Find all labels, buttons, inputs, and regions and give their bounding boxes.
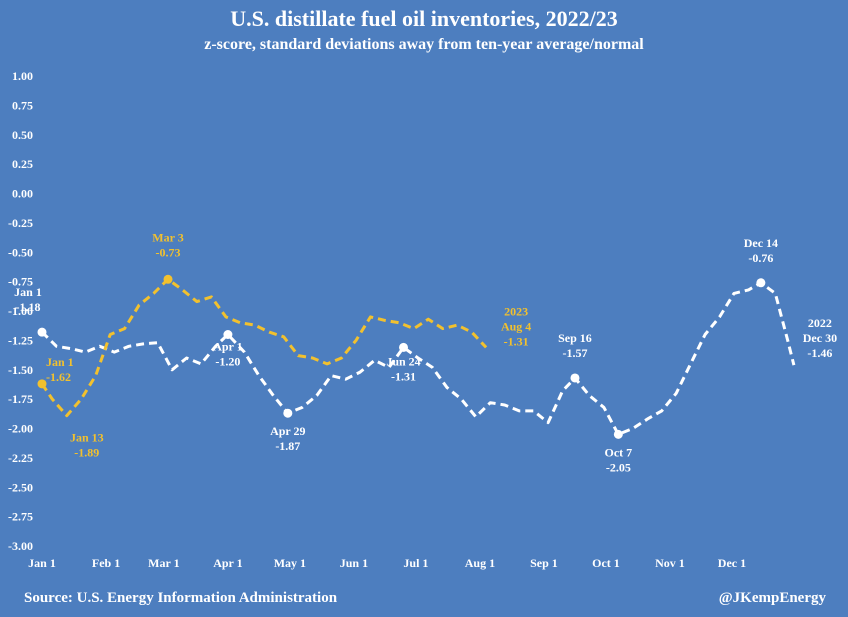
y-tick-label: -1.25 <box>8 333 33 347</box>
x-tick-label: Sep 1 <box>530 556 558 570</box>
source-note: Source: U.S. Energy Information Administ… <box>24 590 338 606</box>
y-tick-label: 0.50 <box>12 128 33 142</box>
x-tick-label: Nov 1 <box>655 556 685 570</box>
credit-handle: @JKempEnergy <box>718 590 826 606</box>
y-tick-label: -2.00 <box>8 422 33 436</box>
annotation-value_text: -1.20 <box>215 355 240 369</box>
y-tick-label: -0.25 <box>8 216 33 230</box>
x-tick-label: May 1 <box>274 556 306 570</box>
annotation-value_text: -1.57 <box>562 346 587 360</box>
annotation-value_text: -2.05 <box>606 460 631 474</box>
y-tick-label: 0.00 <box>12 187 33 201</box>
annotation-marker <box>613 429 623 439</box>
y-tick-label: -1.75 <box>8 392 33 406</box>
x-tick-label: Feb 1 <box>92 556 120 570</box>
annotation-label2: Dec 30 <box>803 331 837 345</box>
x-tick-label: Dec 1 <box>718 556 746 570</box>
annotation-label: Sep 16 <box>558 331 592 345</box>
x-tick-label: Jun 1 <box>340 556 368 570</box>
annotation-marker <box>37 379 47 389</box>
chart-title: U.S. distillate fuel oil inventories, 20… <box>230 6 618 31</box>
annotation-label: Jan 1 <box>14 285 42 299</box>
chart-subtitle: z-score, standard deviations away from t… <box>204 36 644 53</box>
annotation-marker <box>223 330 233 339</box>
series-line-2023 <box>40 277 488 418</box>
x-tick-label: Apr 1 <box>213 556 242 570</box>
annotation-label: Mar 3 <box>152 230 183 244</box>
annotation-marker <box>37 327 47 337</box>
x-tick-label: Oct 1 <box>592 556 620 570</box>
annotation-marker <box>570 373 580 383</box>
y-tick-label: 0.25 <box>12 157 33 171</box>
annotation-label: Jan 13 <box>70 431 104 445</box>
annotation-marker <box>399 342 409 352</box>
annotation-label: Apr 29 <box>270 424 305 438</box>
y-tick-label: -0.50 <box>8 245 33 259</box>
chart-axes: 1.00 0.75 0.50 0.25 0.00 -0.25 -0.50 -0.75 -1.00… <box>8 69 746 570</box>
y-tick-label: -1.50 <box>8 363 33 377</box>
y-tick-label: -2.25 <box>8 451 33 465</box>
annotation-label2: Aug 4 <box>501 319 531 333</box>
annotation-value_text: -1.62 <box>46 370 71 384</box>
x-tick-label: Mar 1 <box>148 556 179 570</box>
annotation-value_text: -0.76 <box>748 251 773 265</box>
y-tick-label: 1.00 <box>12 69 33 83</box>
y-tick-label: -1.00 <box>8 304 33 318</box>
annotation-marker <box>163 274 173 284</box>
annotation-value_text: -1.31 <box>391 369 416 383</box>
y-tick-label: 0.75 <box>12 98 33 112</box>
annotation-value_text: -0.73 <box>156 245 181 259</box>
x-tick-label: Jul 1 <box>403 556 428 570</box>
annotation-marker <box>283 408 293 418</box>
annotation-value_text: -1.89 <box>74 446 99 460</box>
x-tick-label: Aug 1 <box>465 556 495 570</box>
annotation-value_text: -1.87 <box>275 439 300 453</box>
annotation-value_text: -1.18 <box>16 300 41 314</box>
annotation-value_text: -1.31 <box>504 334 529 348</box>
chart-series <box>40 277 796 436</box>
annotation-label: 2023 <box>504 304 528 318</box>
annotation-label: Apr 1 <box>213 340 242 354</box>
annotation-label: Oct 7 <box>605 445 633 459</box>
annotation-value_text: -1.46 <box>807 346 832 360</box>
y-tick-label: -3.00 <box>8 539 33 553</box>
x-tick-label: Jan 1 <box>28 556 56 570</box>
y-tick-label: -2.50 <box>8 480 33 494</box>
annotation-label: Jan 1 <box>46 355 74 369</box>
y-tick-label: -2.75 <box>8 510 33 524</box>
y-tick-label: -0.75 <box>8 275 33 289</box>
annotation-label: Dec 14 <box>744 236 778 250</box>
annotation-label: Jun 24 <box>386 354 420 368</box>
annotation-marker <box>756 278 766 288</box>
annotation-label: 2022 <box>808 316 832 330</box>
